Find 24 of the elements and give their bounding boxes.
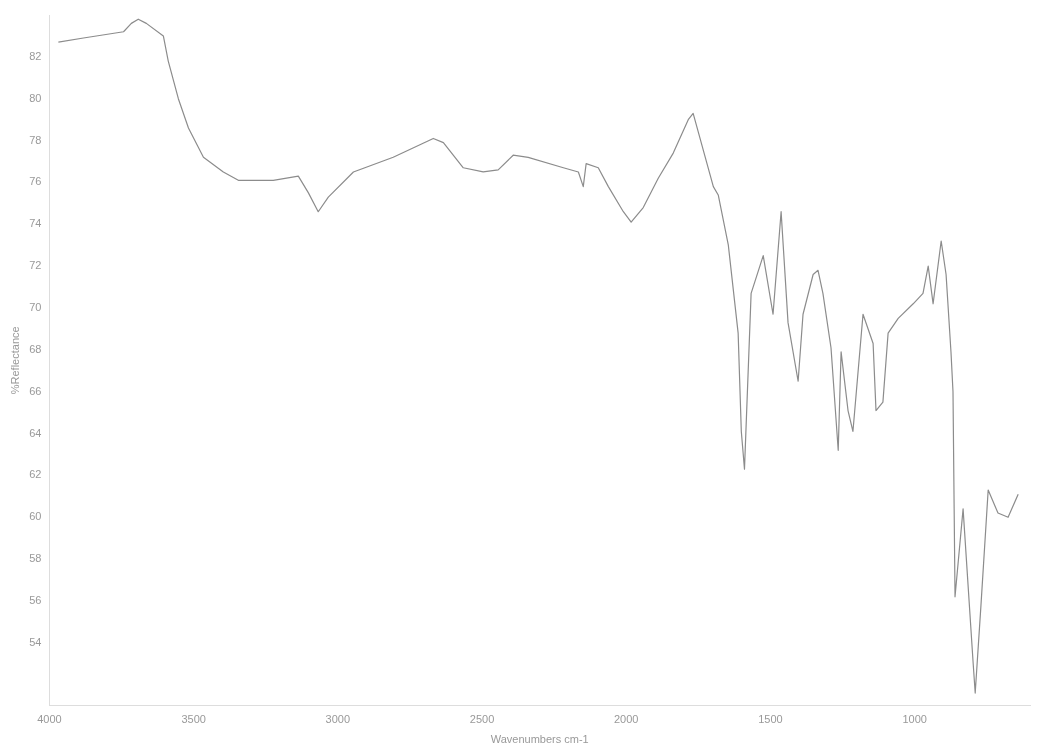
y-tick-label: 82 — [29, 49, 42, 62]
y-tick-label: 60 — [29, 510, 42, 523]
y-tick-label: 80 — [29, 91, 42, 104]
x-tick-label: 2500 — [469, 713, 495, 726]
x-axis-title: Wavenumbers cm-1 — [490, 733, 589, 746]
y-tick-label: 66 — [29, 384, 42, 397]
y-tick-label: 62 — [29, 468, 42, 481]
x-tick-label: 3000 — [325, 713, 351, 726]
x-tick-label: 2000 — [614, 713, 639, 726]
x-tick-label: 4000 — [37, 713, 62, 726]
y-tick-label: 58 — [29, 552, 42, 565]
y-axis-title: %Reflectance — [8, 326, 21, 395]
y-tick-label: 70 — [29, 301, 42, 314]
x-tick-label: 1000 — [902, 713, 927, 726]
y-tick-label: 78 — [29, 133, 42, 146]
y-tick-label: 76 — [29, 175, 42, 188]
y-tick-label: 64 — [29, 426, 42, 439]
y-tick-label: 74 — [29, 217, 42, 230]
x-tick-label: 1500 — [758, 713, 783, 726]
x-tick-label: 3500 — [181, 713, 206, 726]
y-tick-label: 54 — [29, 635, 42, 648]
y-tick-label: 72 — [29, 259, 42, 272]
y-tick-label: 68 — [29, 342, 42, 355]
y-tick-label: 56 — [29, 593, 42, 606]
